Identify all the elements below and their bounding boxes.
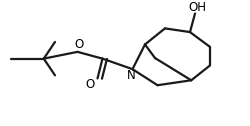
Text: O: O [74,38,84,51]
Text: N: N [127,69,136,82]
Text: OH: OH [188,1,206,14]
Text: O: O [86,78,95,91]
